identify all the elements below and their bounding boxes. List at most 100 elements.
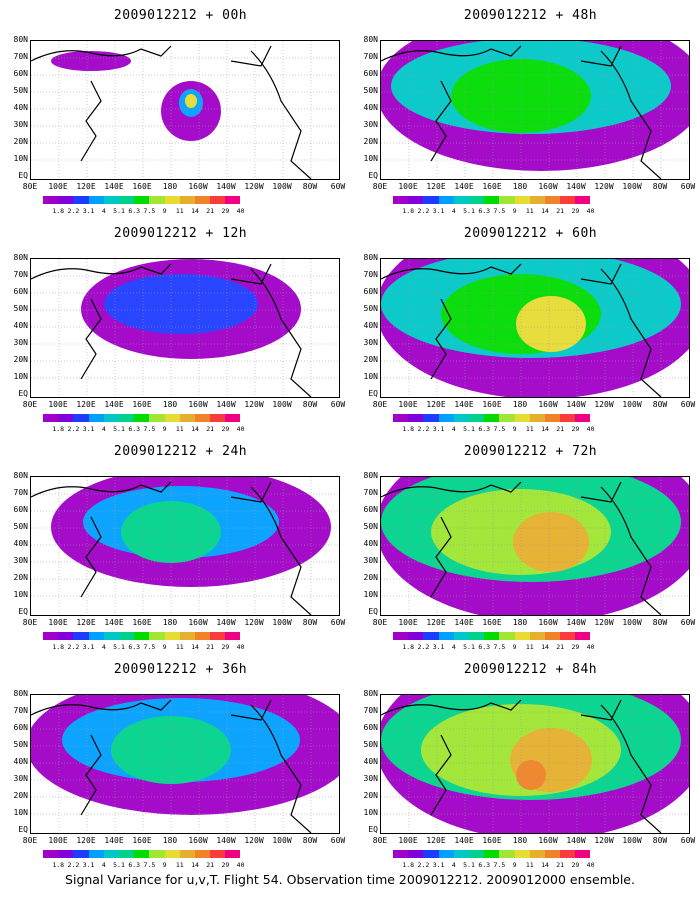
colorbar-label: 1.8: [402, 861, 415, 869]
figure-caption: Signal Variance for u,v,T. Flight 54. Ob…: [65, 872, 635, 887]
longitude-label: 140W: [566, 836, 586, 845]
longitude-label: 140W: [216, 400, 236, 409]
latitude-label: 20N: [363, 137, 378, 146]
colorbar-swatch: [423, 850, 439, 858]
colorbar-label: 29: [571, 425, 580, 433]
latitude-label: 50N: [13, 86, 28, 95]
colorbar-label: 14: [191, 643, 199, 651]
colorbar-swatch: [438, 850, 454, 858]
colorbar-swatch: [103, 632, 119, 640]
panel-title: 2009012212 + 48h: [463, 8, 598, 23]
latitude-label: EQ: [368, 171, 378, 180]
colorbar-label: 1.8: [402, 425, 415, 433]
colorbar-label: 21: [556, 643, 565, 651]
longitude-label: 140E: [454, 182, 474, 191]
colorbar-swatch: [73, 632, 89, 640]
colorbar-swatch: [408, 414, 424, 422]
longitude-label: 120W: [244, 182, 264, 191]
colorbar-swatch: [149, 850, 165, 858]
colorbar-label: 7.5: [493, 207, 506, 215]
colorbar-label: 7.5: [143, 425, 156, 433]
latitude-label: 10N: [13, 590, 28, 599]
colorbar-swatch: [118, 414, 135, 422]
longitude-label: 140E: [454, 836, 474, 845]
latitude-label: 50N: [363, 522, 378, 531]
latitude-label: 40N: [363, 757, 378, 766]
latitude-label: 60N: [13, 723, 28, 732]
latitude-label: 40N: [13, 321, 28, 330]
colorbar-swatch: [58, 632, 74, 640]
colorbar-label: 29: [221, 643, 230, 651]
latitude-label: 80N: [363, 35, 378, 44]
colorbar-label: 9: [162, 425, 167, 433]
colorbar-swatch: [453, 414, 469, 422]
longitude-label: 100E: [48, 182, 68, 191]
longitude-label: 100W: [272, 400, 292, 409]
colorbar-swatch: [134, 196, 150, 204]
panel-title: 2009012212 + 84h: [463, 662, 598, 677]
forecast-panel: 2009012212 + 00h 80N 70N 60N 50N 40N 30N 20N 10N…: [8, 0, 353, 215]
longitude-label: 120E: [426, 400, 446, 409]
latitude-label: 60N: [363, 287, 378, 296]
colorbar-label: 1.8: [402, 207, 415, 215]
colorbar-swatch: [43, 414, 59, 422]
colorbar-label: 6.3: [128, 425, 141, 433]
colorbar-swatch: [210, 850, 226, 858]
latitude-label: 60N: [13, 69, 28, 78]
colorbar-swatch: [58, 196, 74, 204]
map-plot: [380, 40, 690, 180]
longitude-label: 80W: [302, 618, 318, 627]
latitude-label: EQ: [368, 825, 378, 834]
colorbar-swatch: [149, 196, 165, 204]
map-plot: [30, 40, 340, 180]
longitude-label: 140W: [216, 618, 236, 627]
longitude-label: 80E: [22, 836, 38, 845]
colorbar-swatch: [468, 632, 485, 640]
colorbar-swatch: [529, 414, 545, 422]
latitude-label: 70N: [363, 706, 378, 715]
latitude-label: 80N: [363, 471, 378, 480]
longitude-label: 80E: [372, 618, 388, 627]
colorbar-label: 29: [221, 207, 230, 215]
colorbar-label: 6.3: [478, 207, 491, 215]
longitude-label: 180: [512, 400, 528, 409]
map-plot: [30, 694, 340, 834]
latitude-label: 50N: [363, 86, 378, 95]
colorbar-swatch: [88, 414, 104, 422]
colorbar-swatch: [468, 850, 485, 858]
colorbar-label: 1.8: [52, 207, 65, 215]
colorbar-label: 2.2: [67, 861, 80, 869]
colorbar-label: 29: [221, 425, 230, 433]
colorbar-label: 2.2: [67, 207, 80, 215]
colorbar-swatch: [149, 414, 165, 422]
colorbar: [393, 850, 591, 858]
longitude-label: 140E: [454, 400, 474, 409]
colorbar-label: 40: [586, 861, 595, 869]
colorbar-swatch: [529, 632, 545, 640]
colorbar-label: 3.1: [82, 861, 95, 869]
latitude-label: 60N: [13, 287, 28, 296]
colorbar-swatch: [179, 632, 195, 640]
latitude-label: 10N: [363, 590, 378, 599]
colorbar-label: 5.1: [113, 425, 125, 433]
colorbar-swatch: [225, 414, 241, 422]
colorbar-label: 4: [101, 207, 106, 215]
panel-title: 2009012212 + 12h: [113, 226, 248, 241]
longitude-label: 160E: [132, 400, 152, 409]
longitude-label: 80W: [652, 836, 668, 845]
latitude-label: EQ: [18, 389, 28, 398]
colorbar-label: 3.1: [432, 207, 445, 215]
colorbar-swatch: [499, 850, 515, 858]
colorbar-swatch: [58, 414, 74, 422]
colorbar-label: 7.5: [493, 425, 506, 433]
colorbar-swatch: [73, 196, 89, 204]
colorbar-swatch: [179, 196, 195, 204]
colorbar-swatch: [560, 850, 576, 858]
longitude-label: 160W: [538, 182, 558, 191]
colorbar-label: 7.5: [143, 861, 156, 869]
colorbar: [393, 632, 591, 640]
colorbar-swatch: [453, 632, 469, 640]
colorbar-label: 5.1: [463, 861, 475, 869]
latitude-label: 50N: [363, 304, 378, 313]
longitude-label: 80E: [22, 400, 38, 409]
